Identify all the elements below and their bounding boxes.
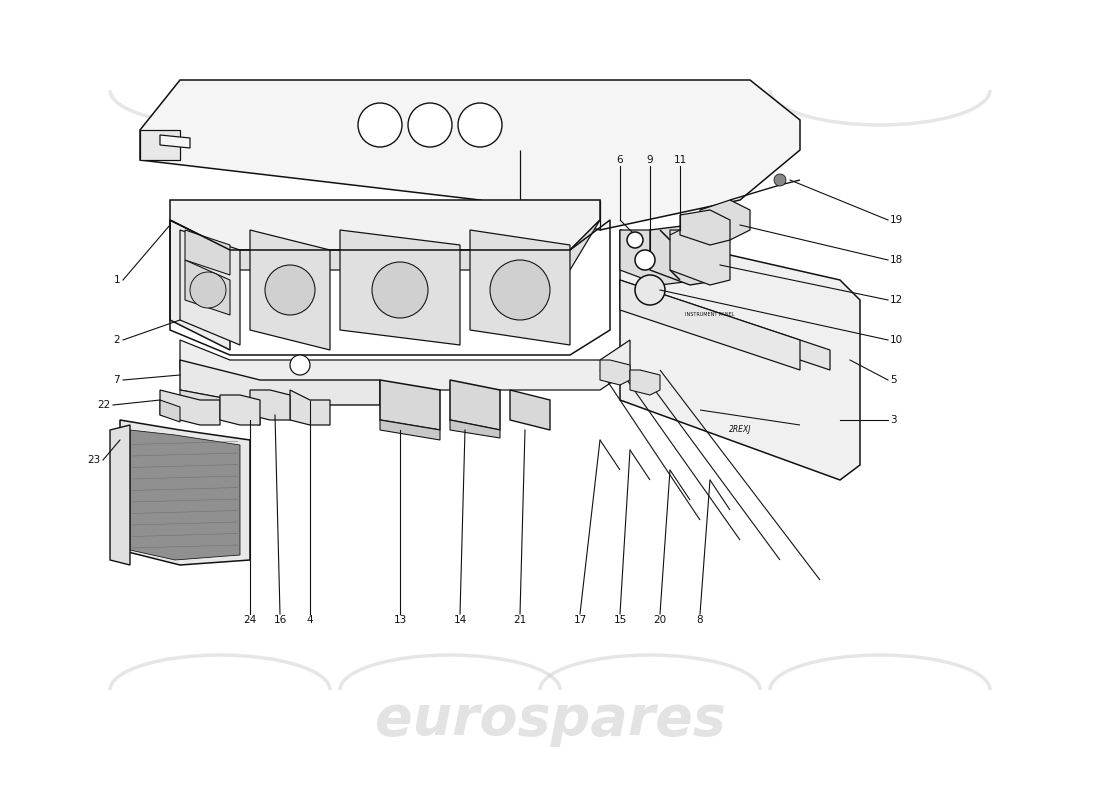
Text: 14: 14 bbox=[453, 615, 466, 625]
Text: 22: 22 bbox=[97, 400, 110, 410]
Text: 11: 11 bbox=[673, 155, 686, 165]
Circle shape bbox=[635, 275, 666, 305]
Circle shape bbox=[190, 272, 226, 308]
Text: 23: 23 bbox=[87, 455, 100, 465]
Polygon shape bbox=[340, 230, 460, 345]
Polygon shape bbox=[450, 380, 500, 430]
Polygon shape bbox=[600, 360, 630, 385]
Text: 15: 15 bbox=[614, 615, 627, 625]
Circle shape bbox=[358, 103, 402, 147]
Text: 2: 2 bbox=[113, 335, 120, 345]
Text: 18: 18 bbox=[890, 255, 903, 265]
Polygon shape bbox=[620, 280, 800, 370]
Text: 17: 17 bbox=[573, 615, 586, 625]
Polygon shape bbox=[180, 360, 380, 405]
Polygon shape bbox=[185, 230, 230, 275]
Polygon shape bbox=[650, 225, 721, 285]
Polygon shape bbox=[670, 230, 730, 285]
Polygon shape bbox=[110, 425, 130, 565]
Circle shape bbox=[408, 103, 452, 147]
Polygon shape bbox=[250, 230, 330, 350]
Text: 2REXJ: 2REXJ bbox=[728, 426, 751, 434]
Text: eurospares: eurospares bbox=[375, 693, 725, 747]
Circle shape bbox=[458, 103, 502, 147]
Text: 20: 20 bbox=[653, 615, 667, 625]
Polygon shape bbox=[290, 390, 330, 425]
Polygon shape bbox=[230, 220, 600, 270]
Text: 9: 9 bbox=[647, 155, 653, 165]
Text: 6: 6 bbox=[617, 155, 624, 165]
Polygon shape bbox=[180, 390, 260, 425]
Polygon shape bbox=[130, 430, 240, 560]
Text: 16: 16 bbox=[274, 615, 287, 625]
Polygon shape bbox=[680, 210, 730, 245]
Circle shape bbox=[627, 232, 644, 248]
Polygon shape bbox=[470, 230, 570, 345]
Circle shape bbox=[265, 265, 315, 315]
Polygon shape bbox=[510, 390, 550, 430]
Polygon shape bbox=[250, 390, 290, 420]
Polygon shape bbox=[120, 420, 250, 565]
Polygon shape bbox=[450, 420, 500, 438]
Circle shape bbox=[490, 260, 550, 320]
Polygon shape bbox=[630, 370, 660, 395]
Circle shape bbox=[372, 262, 428, 318]
Text: 10: 10 bbox=[890, 335, 903, 345]
Polygon shape bbox=[160, 135, 190, 148]
Polygon shape bbox=[620, 280, 830, 370]
Polygon shape bbox=[140, 130, 180, 160]
Polygon shape bbox=[700, 200, 750, 240]
Polygon shape bbox=[160, 390, 220, 425]
Polygon shape bbox=[140, 80, 800, 230]
Text: 5: 5 bbox=[890, 375, 896, 385]
Polygon shape bbox=[620, 230, 700, 285]
Text: 3: 3 bbox=[890, 415, 896, 425]
Circle shape bbox=[290, 355, 310, 375]
Circle shape bbox=[774, 174, 786, 186]
Text: 7: 7 bbox=[113, 375, 120, 385]
Text: 21: 21 bbox=[514, 615, 527, 625]
Text: 1: 1 bbox=[113, 275, 120, 285]
Text: eurospares: eurospares bbox=[375, 123, 725, 177]
Text: 12: 12 bbox=[890, 295, 903, 305]
Text: 4: 4 bbox=[307, 615, 314, 625]
Polygon shape bbox=[170, 220, 230, 350]
Text: 24: 24 bbox=[243, 615, 256, 625]
Polygon shape bbox=[185, 260, 230, 315]
Polygon shape bbox=[620, 230, 860, 480]
Text: 19: 19 bbox=[890, 215, 903, 225]
Text: 8: 8 bbox=[696, 615, 703, 625]
Text: INSTRUMENT PANEL: INSTRUMENT PANEL bbox=[685, 313, 735, 318]
Text: 13: 13 bbox=[394, 615, 407, 625]
Polygon shape bbox=[379, 420, 440, 440]
Polygon shape bbox=[180, 230, 240, 345]
Polygon shape bbox=[220, 395, 260, 425]
Polygon shape bbox=[160, 400, 180, 422]
Polygon shape bbox=[180, 340, 630, 390]
Polygon shape bbox=[379, 380, 440, 430]
Circle shape bbox=[635, 250, 654, 270]
Polygon shape bbox=[170, 200, 600, 250]
